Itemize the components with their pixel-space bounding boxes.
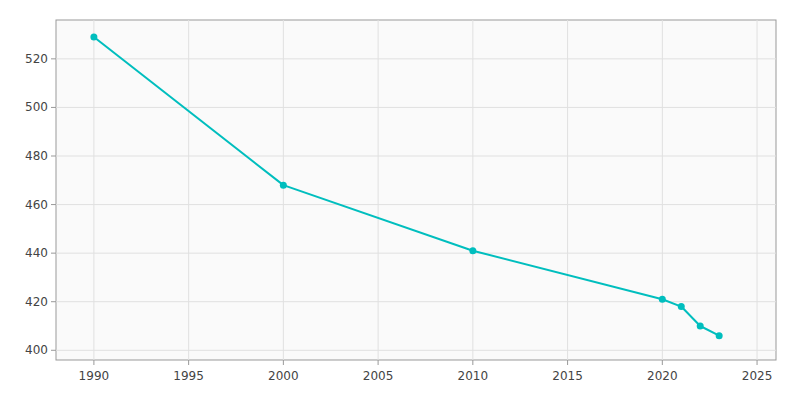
- x-tick: [378, 360, 379, 365]
- x-tick: [757, 360, 758, 365]
- y-tick: [51, 301, 56, 302]
- series: [90, 34, 722, 340]
- y-grid-line: [56, 156, 776, 157]
- point: [469, 247, 476, 254]
- y-tick-label: 420: [25, 295, 48, 309]
- x-tick: [472, 360, 473, 365]
- x-tick-label: 1990: [79, 369, 110, 383]
- x-tick: [662, 360, 663, 365]
- x-grid-line: [567, 20, 568, 360]
- y-grid-line: [56, 253, 776, 254]
- y-tick-label: 400: [25, 343, 48, 357]
- y-tick: [51, 253, 56, 254]
- x-grid-line: [662, 20, 663, 360]
- x-tick-label: 2010: [458, 369, 489, 383]
- x-grid-line: [757, 20, 758, 360]
- x-grid-line: [283, 20, 284, 360]
- y-tick-label: 460: [25, 198, 48, 212]
- grid: [56, 20, 776, 360]
- x-tick-label: 2000: [268, 369, 299, 383]
- point: [90, 34, 97, 41]
- point: [659, 296, 666, 303]
- point: [678, 303, 685, 310]
- x-tick: [567, 360, 568, 365]
- y-tick: [51, 204, 56, 205]
- y-grid-line: [56, 204, 776, 205]
- y-tick-label: 440: [25, 246, 48, 260]
- y-tick: [51, 107, 56, 108]
- x-tick: [283, 360, 284, 365]
- y-grid-line: [56, 107, 776, 108]
- line: [94, 37, 719, 336]
- x-tick-label: 2015: [552, 369, 583, 383]
- y-tick-label: 520: [25, 52, 48, 66]
- x-tick: [188, 360, 189, 365]
- y-tick: [51, 58, 56, 59]
- y-grid-line: [56, 350, 776, 351]
- axes: 1990 1995 2000 2005 2010 2015 2020 2025 400 420 44…: [25, 52, 772, 383]
- x-tick-label: 2025: [742, 369, 773, 383]
- x-grid-line: [188, 20, 189, 360]
- x-grid-line: [472, 20, 473, 360]
- x-tick-label: 1995: [173, 369, 204, 383]
- y-tick-label: 480: [25, 149, 48, 163]
- x-tick-label: 2005: [363, 369, 394, 383]
- y-tick: [51, 350, 56, 351]
- y-grid-line: [56, 58, 776, 59]
- x-tick-label: 2020: [647, 369, 678, 383]
- chart-container: 1990 1995 2000 2005 2010 2015 2020 2025 400 420 44…: [0, 0, 800, 400]
- y-tick: [51, 156, 56, 157]
- chart: 1990 1995 2000 2005 2010 2015 2020 2025 400 420 44…: [0, 0, 800, 400]
- plot-frame: [56, 20, 776, 360]
- point: [697, 323, 704, 330]
- x-grid-line: [378, 20, 379, 360]
- point: [280, 182, 287, 189]
- point: [716, 332, 723, 339]
- x-grid-line: [93, 20, 94, 360]
- y-tick-label: 500: [25, 100, 48, 114]
- x-tick: [93, 360, 94, 365]
